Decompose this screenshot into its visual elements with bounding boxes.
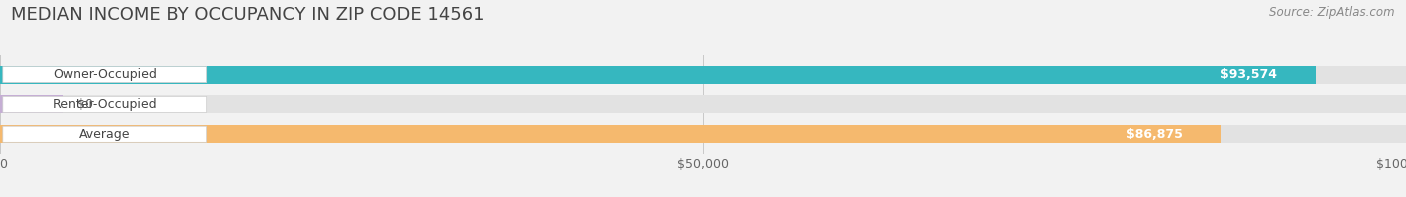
Bar — [0, 66, 1406, 84]
FancyBboxPatch shape — [1185, 67, 1312, 83]
Text: Source: ZipAtlas.com: Source: ZipAtlas.com — [1270, 6, 1395, 19]
Text: $0: $0 — [77, 98, 93, 111]
Text: $86,875: $86,875 — [1126, 128, 1182, 141]
Text: Average: Average — [79, 128, 131, 141]
FancyBboxPatch shape — [3, 126, 207, 142]
Text: MEDIAN INCOME BY OCCUPANCY IN ZIP CODE 14561: MEDIAN INCOME BY OCCUPANCY IN ZIP CODE 1… — [11, 6, 485, 24]
Bar — [0, 96, 63, 113]
FancyBboxPatch shape — [1091, 126, 1218, 142]
Bar — [0, 125, 1222, 143]
Text: Owner-Occupied: Owner-Occupied — [53, 68, 156, 81]
Bar — [0, 96, 1406, 113]
Text: Renter-Occupied: Renter-Occupied — [52, 98, 157, 111]
Bar — [0, 66, 1316, 84]
FancyBboxPatch shape — [3, 67, 207, 83]
FancyBboxPatch shape — [3, 96, 207, 112]
Text: $93,574: $93,574 — [1219, 68, 1277, 81]
Bar — [0, 125, 1406, 143]
